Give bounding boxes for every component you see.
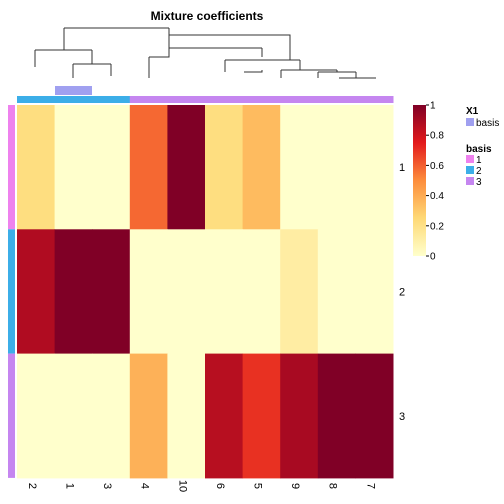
heatmap-cell-r2-c8 (317, 229, 356, 355)
heatmap-cell-r1-c7 (355, 105, 394, 230)
heatmap-cell-r2-c2 (17, 229, 56, 355)
scale-tick-label: 0 (430, 252, 436, 263)
heatmap-cells (17, 105, 394, 479)
column-label-8: 8 (327, 483, 339, 489)
column-label-2: 2 (26, 483, 38, 489)
legend-basis-swatch-1 (466, 155, 474, 163)
heatmap-cell-r3-c2 (17, 353, 56, 479)
scale-tick-label: 0.4 (430, 191, 444, 202)
legend-basis-swatch-2 (466, 166, 474, 174)
column-basis-annotation (17, 96, 394, 103)
column-labels: 2 1 3 4 10 6 5 9 8 7 (26, 480, 376, 492)
heatmap-cell-r2-c9 (280, 229, 319, 355)
heatmap-cell-r1-c9 (280, 105, 319, 230)
legend-x1-title: X1 (466, 106, 479, 117)
legend-x1-entry: basis (476, 118, 499, 129)
legend-basis-swatch-3 (466, 177, 474, 185)
legend-basis-label-2: 2 (476, 166, 482, 177)
column-dendrogram (34, 27, 376, 79)
heatmap-cell-r1-c3 (92, 105, 131, 230)
row-label-1: 1 (399, 162, 405, 174)
column-basis-6 (205, 96, 244, 103)
heatmap-cell-r1-c5 (242, 105, 281, 230)
heatmap-cell-r3-c10 (167, 353, 206, 479)
scale-tick-label: 0.2 (430, 221, 444, 232)
heatmap-cell-r2-c4 (129, 229, 168, 355)
legend-basis-title: basis (466, 144, 492, 155)
heatmap-cell-r1-c8 (317, 105, 356, 230)
legend-basis-label-1: 1 (476, 155, 482, 166)
heatmap-cell-r3-c4 (129, 353, 168, 479)
heatmap-cell-r3-c6 (205, 353, 244, 479)
heatmap-cell-r2-c5 (242, 229, 281, 355)
chart-title: Mixture coefficients (151, 9, 264, 23)
column-basis-9 (280, 96, 319, 103)
column-basis-1 (54, 96, 93, 103)
column-basis-8 (317, 96, 356, 103)
legend-basis-label-3: 3 (476, 177, 482, 188)
heatmap-cell-r2-c6 (205, 229, 244, 355)
column-basis-10 (167, 96, 206, 103)
heatmap-cell-r1-c4 (129, 105, 168, 230)
heatmap-cell-r3-c9 (280, 353, 319, 479)
heatmap-cell-r3-c7 (355, 353, 394, 479)
column-label-9: 9 (289, 483, 301, 489)
heatmap-cell-r3-c5 (242, 353, 281, 479)
column-basis-4 (129, 96, 168, 103)
heatmap-cell-r3-c3 (92, 353, 131, 479)
heatmap-cell-r1-c2 (17, 105, 56, 230)
column-label-4: 4 (139, 483, 151, 489)
heatmap-cell-r3-c8 (317, 353, 356, 479)
row-labels: 1 2 3 (399, 162, 405, 423)
row-label-2: 2 (399, 286, 405, 298)
row-label-3: 3 (399, 411, 405, 423)
heatmap-cell-r2-c1 (54, 229, 93, 355)
row-basis-annotation (8, 105, 15, 478)
row-basis-1 (8, 105, 15, 230)
column-label-7: 7 (364, 483, 376, 489)
row-basis-2 (8, 229, 15, 354)
x1-annotation-bar (55, 86, 92, 95)
column-label-5: 5 (251, 483, 263, 489)
column-label-3: 3 (101, 483, 113, 489)
color-scale-bar (413, 105, 426, 256)
legend-x1-swatch (466, 118, 474, 126)
scale-tick-label: 0.8 (430, 131, 444, 142)
heatmap-cell-r2-c3 (92, 229, 131, 355)
column-basis-7 (355, 96, 394, 103)
column-label-6: 6 (214, 483, 226, 489)
scale-tick-label: 0.6 (430, 161, 444, 172)
heatmap-cell-r3-c1 (54, 353, 93, 479)
row-basis-3 (8, 353, 15, 478)
legend: X1 basis basis 1 2 3 (466, 106, 499, 188)
column-basis-5 (242, 96, 281, 103)
column-label-1: 1 (63, 483, 75, 489)
column-label-10: 10 (176, 480, 188, 492)
scale-tick-label: 1 (430, 101, 436, 112)
heatmap-cell-r2-c7 (355, 229, 394, 355)
heatmap-cell-r2-c10 (167, 229, 206, 355)
heatmap-cell-r1-c1 (54, 105, 93, 230)
heatmap-cell-r1-c10 (167, 105, 206, 230)
heatmap-cell-r1-c6 (205, 105, 244, 230)
column-basis-3 (92, 96, 131, 103)
column-basis-2 (17, 96, 56, 103)
color-scale-ticks: 0 0.2 0.4 0.6 0.8 1 (426, 101, 444, 263)
